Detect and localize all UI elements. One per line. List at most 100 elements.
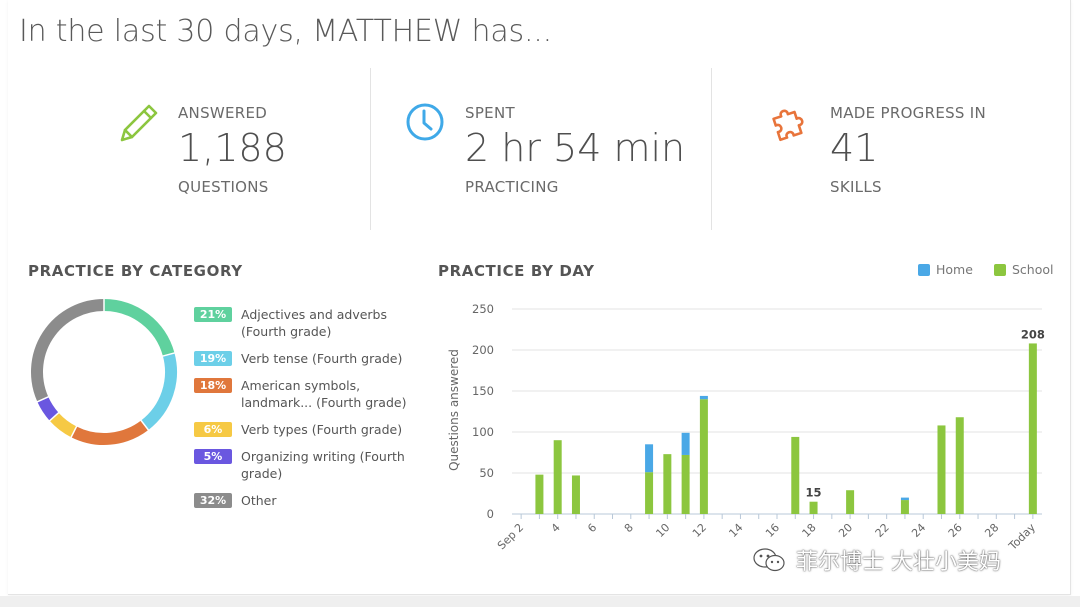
bar-school[interactable] [809,501,818,514]
category-label: American symbols, landmark... (Fourth gr… [241,378,407,410]
bar-home[interactable] [900,497,909,501]
y-tick-label: 50 [479,466,494,480]
x-tick-label: 12 [690,521,709,540]
divider [370,68,371,230]
category-label: Verb types (Fourth grade) [241,422,403,437]
percent-badge: 32% [194,493,232,508]
percent-badge: 21% [194,307,232,322]
page-title: In the last 30 days, MATTHEW has... [19,14,552,49]
y-tick-label: 0 [487,507,494,521]
bar-home[interactable] [699,395,708,400]
y-tick-label: 100 [472,425,494,439]
x-tick-label: 8 [622,521,636,535]
y-tick-label: 250 [472,302,494,316]
x-tick-label: 14 [726,521,745,540]
stat-answered: ANSWERED 1,188 QUESTIONS [118,96,358,226]
bar-school[interactable] [645,472,654,514]
stat-label: MADE PROGRESS IN [830,104,987,122]
bar-data-label: 15 [806,486,822,500]
day-section-title: PRACTICE BY DAY [438,262,595,280]
stat-value: 41 [830,126,879,170]
divider [711,68,712,230]
slice-separator [36,395,50,403]
watermark-text: 菲尔博士 大壮小美妈 [796,550,1001,575]
puzzle-icon [772,109,804,142]
bar-school[interactable] [900,500,909,514]
stat-progress: MADE PROGRESS IN 41 SKILLS [770,96,1050,226]
legend-school-label: School [1012,262,1054,277]
category-legend-item[interactable]: 6% Verb types (Fourth grade) [194,421,424,438]
bar-school[interactable] [955,417,964,514]
school-swatch [994,263,1006,276]
category-label: Adjectives and adverbs (Fourth grade) [241,307,388,339]
bar-school[interactable] [535,474,544,514]
stat-value: 2 hr 54 min [465,126,686,170]
home-swatch [918,263,930,276]
x-tick-label: 20 [836,521,855,540]
percent-badge: 6% [194,422,232,437]
slice-separator [70,425,78,439]
x-tick-label: 16 [763,521,782,540]
category-section-title: PRACTICE BY CATEGORY [28,262,243,280]
bar-school[interactable] [571,475,580,514]
category-legend-item[interactable]: 32% Other [194,492,424,509]
category-legend: 21% Adjectives and adverbs (Fourth grade)… [194,306,424,519]
legend-school[interactable]: School [994,262,1054,277]
watermark: 菲尔博士 大壮小美妈 [752,544,1001,576]
bar-school[interactable] [1028,343,1037,514]
bar-school[interactable] [663,454,672,514]
donut-slice[interactable] [140,352,177,430]
bar-school[interactable] [553,440,562,514]
x-tick-label: 4 [549,521,563,535]
page-footer-strip [0,596,1080,607]
stat-spent: SPENT 2 hr 54 min PRACTICING [405,96,695,226]
category-legend-item[interactable]: 21% Adjectives and adverbs (Fourth grade) [194,306,424,340]
x-tick-label: 28 [982,521,1001,540]
legend-home-label: Home [936,262,973,277]
category-legend-item[interactable]: 19% Verb tense (Fourth grade) [194,350,424,367]
bar-home[interactable] [645,444,654,473]
x-tick-label: 18 [800,521,819,540]
donut-slice[interactable] [103,299,175,357]
y-tick-label: 150 [472,384,494,398]
x-tick-label: 24 [909,521,928,540]
bar-school[interactable] [937,425,946,514]
bar-school[interactable] [681,454,690,514]
stat-label: ANSWERED [178,104,268,122]
slice-separator [139,419,150,432]
category-legend-item[interactable]: 5% Organizing writing (Fourth grade) [194,448,424,482]
category-label: Other [241,493,277,508]
x-tick-label: 26 [946,521,965,540]
bar-school[interactable] [846,490,855,514]
percent-badge: 19% [194,351,232,366]
bar-home[interactable] [681,432,690,455]
donut-slice[interactable] [49,412,77,438]
x-tick-label: Sep 2 [495,521,526,552]
bar-school[interactable] [791,436,800,514]
stat-sublabel: PRACTICING [465,178,559,196]
category-label: Organizing writing (Fourth grade) [241,449,405,481]
bar-data-label: 208 [1021,327,1045,341]
stat-value: 1,188 [178,126,287,170]
slice-separator [161,351,176,358]
stat-label: SPENT [465,104,515,122]
donut-slice[interactable] [71,420,149,445]
x-tick-label: Today [1006,521,1039,554]
clock-icon [406,103,444,141]
y-tick-label: 200 [472,343,494,357]
stat-sublabel: SKILLS [830,178,882,196]
x-tick-label: 10 [653,521,672,540]
category-donut-chart [31,298,177,445]
donut-slice[interactable] [37,396,59,421]
category-label: Verb tense (Fourth grade) [241,351,403,366]
wechat-icon [753,548,785,572]
donut-slice[interactable] [31,299,105,402]
percent-badge: 5% [194,449,232,464]
y-axis-label: Questions answered [447,349,461,471]
bar-school[interactable] [699,399,708,514]
legend-home[interactable]: Home [918,262,973,277]
slice-separator [48,411,60,422]
category-legend-item[interactable]: 18% American symbols, landmark... (Fourth… [194,377,424,411]
stat-sublabel: QUESTIONS [178,178,269,196]
practice-by-day-chart: 0 50 100 150 200 250 Sep 2 4 6 8 10 12 14 16 18 20 22 24 2… [472,302,1045,554]
